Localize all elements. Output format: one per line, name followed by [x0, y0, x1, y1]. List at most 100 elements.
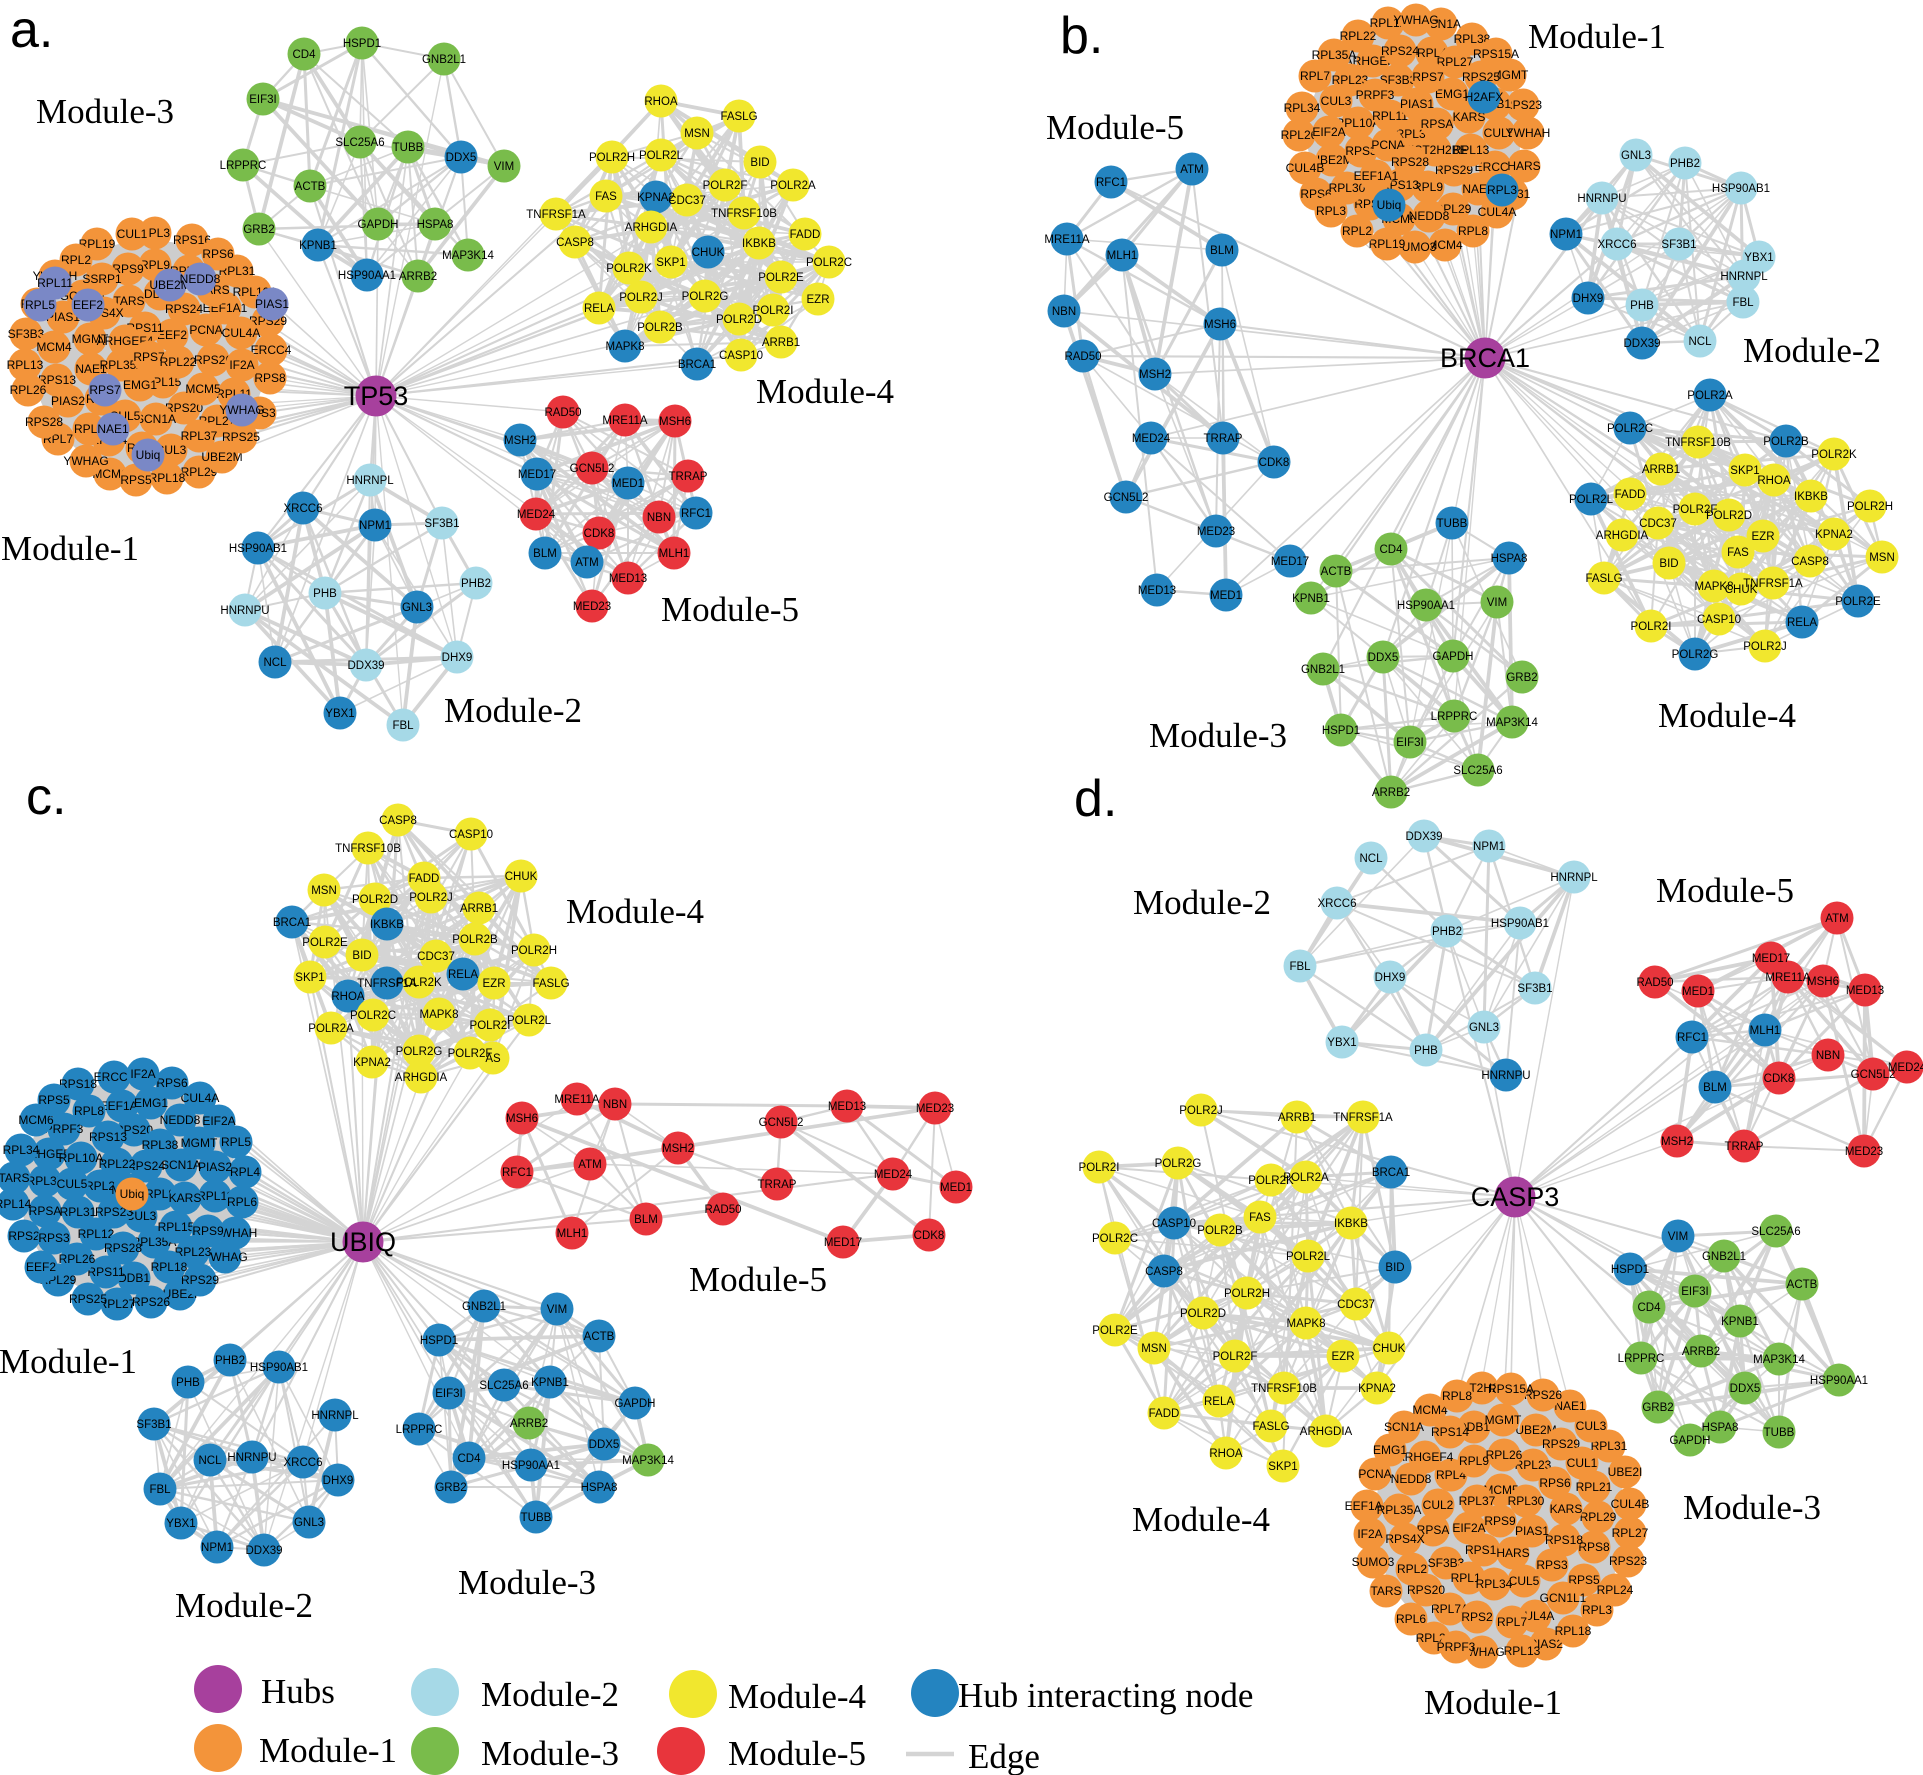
svg-text:TARS: TARS	[113, 294, 144, 308]
svg-text:PHB2: PHB2	[461, 578, 491, 590]
svg-text:RPS9: RPS9	[1484, 1514, 1516, 1528]
svg-text:Module-5: Module-5	[1046, 108, 1184, 147]
svg-text:FAS: FAS	[1249, 1212, 1271, 1224]
svg-text:SLC25A6: SLC25A6	[335, 137, 384, 149]
svg-text:MED17: MED17	[518, 469, 556, 481]
svg-text:CASP10: CASP10	[719, 350, 763, 362]
svg-text:PHB2: PHB2	[1432, 926, 1462, 938]
svg-text:SSRP1: SSRP1	[82, 272, 122, 286]
svg-text:CUL4A: CUL4A	[1478, 205, 1517, 219]
svg-text:RPS14: RPS14	[1431, 1425, 1469, 1439]
svg-text:POLR2L: POLR2L	[639, 150, 684, 162]
svg-text:RPL12: RPL12	[1370, 16, 1407, 30]
svg-text:RPL9: RPL9	[1459, 1454, 1489, 1468]
svg-text:SCN1A: SCN1A	[136, 412, 176, 426]
svg-text:HNRNPL: HNRNPL	[1550, 872, 1598, 884]
svg-text:DDX39: DDX39	[1405, 831, 1442, 843]
svg-text:BID: BID	[352, 950, 371, 962]
svg-text:EIF3I: EIF3I	[249, 94, 276, 106]
svg-text:HSPA8: HSPA8	[1491, 553, 1528, 565]
svg-text:MGMT: MGMT	[1492, 68, 1529, 82]
svg-text:GAPDH: GAPDH	[1670, 1435, 1711, 1447]
svg-text:GCN5L2: GCN5L2	[759, 1117, 804, 1129]
svg-text:GNB2L1: GNB2L1	[462, 1301, 506, 1313]
svg-text:RPL26: RPL26	[1486, 1448, 1523, 1462]
svg-text:PRPF3: PRPF3	[1356, 88, 1395, 102]
svg-text:UBIQ: UBIQ	[330, 1227, 396, 1257]
svg-text:DDX5: DDX5	[589, 1439, 620, 1451]
svg-text:GRB2: GRB2	[1506, 672, 1537, 684]
svg-text:DDX39: DDX39	[347, 660, 384, 672]
svg-text:PHB: PHB	[1414, 1045, 1438, 1057]
svg-text:POLR2C: POLR2C	[1092, 1233, 1138, 1245]
svg-text:POLR2A: POLR2A	[1687, 390, 1733, 402]
svg-text:POLR2L: POLR2L	[1569, 494, 1614, 506]
svg-text:RELA: RELA	[1204, 1396, 1234, 1408]
svg-text:RPL2: RPL2	[1342, 224, 1372, 238]
svg-text:d.: d.	[1074, 770, 1117, 828]
svg-text:NCL: NCL	[1688, 336, 1712, 348]
svg-text:EZR: EZR	[483, 978, 506, 990]
svg-text:RPS29: RPS29	[1435, 163, 1473, 177]
svg-text:MCM5: MCM5	[185, 382, 221, 396]
svg-text:CUL5: CUL5	[1484, 126, 1515, 140]
svg-text:ERCC4: ERCC4	[1475, 160, 1516, 174]
svg-text:MED13: MED13	[828, 1101, 866, 1113]
svg-text:HNRNPU: HNRNPU	[1577, 193, 1626, 205]
svg-text:RPL9: RPL9	[145, 1187, 175, 1201]
svg-text:RPS26: RPS26	[194, 353, 232, 367]
svg-text:SKP1: SKP1	[1268, 1461, 1297, 1473]
svg-text:RPL4: RPL4	[1436, 1468, 1466, 1482]
svg-text:RPL21: RPL21	[1576, 1480, 1613, 1494]
svg-text:FASLG: FASLG	[1252, 1421, 1289, 1433]
svg-text:RPL15: RPL15	[158, 1220, 195, 1234]
svg-text:RFC1: RFC1	[1096, 177, 1126, 189]
svg-text:IKBKB: IKBKB	[1334, 1218, 1368, 1230]
svg-text:NBN: NBN	[1816, 1050, 1840, 1062]
svg-text:FAS: FAS	[1727, 547, 1749, 559]
svg-text:CD4: CD4	[1637, 1302, 1661, 1314]
svg-text:MGMT: MGMT	[72, 332, 109, 346]
svg-text:FBL: FBL	[1732, 297, 1754, 309]
svg-text:HNRNPL: HNRNPL	[311, 1410, 359, 1422]
svg-text:Module-4: Module-4	[1658, 696, 1796, 735]
svg-text:RPL2: RPL2	[85, 1179, 115, 1193]
svg-text:RPL9: RPL9	[1413, 180, 1443, 194]
svg-text:SF3B1: SF3B1	[424, 518, 459, 530]
svg-text:RPS9: RPS9	[192, 1224, 224, 1238]
svg-text:Module-2: Module-2	[1133, 883, 1271, 922]
svg-text:SLC25A6: SLC25A6	[1453, 765, 1502, 777]
svg-text:TRRAP: TRRAP	[1725, 1141, 1764, 1153]
svg-text:RPS3: RPS3	[38, 1231, 70, 1245]
svg-text:CASP8: CASP8	[1145, 1266, 1183, 1278]
svg-text:VIM: VIM	[547, 1304, 567, 1316]
svg-text:Module-3: Module-3	[1149, 716, 1287, 755]
svg-text:GNL3: GNL3	[294, 1517, 324, 1529]
svg-text:NCL: NCL	[263, 657, 287, 669]
svg-text:PCNA: PCNA	[1358, 1467, 1391, 1481]
svg-text:CUL3: CUL3	[1576, 1419, 1607, 1433]
svg-text:BRCA1: BRCA1	[1440, 343, 1530, 373]
svg-text:RPS15A: RPS15A	[1473, 47, 1519, 61]
svg-text:RPS28: RPS28	[1391, 155, 1429, 169]
svg-text:DDX5: DDX5	[1730, 1383, 1761, 1395]
svg-text:POLR2F: POLR2F	[703, 180, 748, 192]
svg-text:RPL24: RPL24	[1597, 1583, 1634, 1597]
svg-text:CDC37: CDC37	[668, 195, 706, 207]
svg-text:BRCA1: BRCA1	[678, 359, 716, 371]
svg-text:POLR2G: POLR2G	[396, 1046, 443, 1058]
svg-text:Hub interacting node: Hub interacting node	[958, 1676, 1253, 1715]
svg-text:POLR2B: POLR2B	[1197, 1225, 1243, 1237]
svg-text:POLR2H: POLR2H	[511, 945, 557, 957]
svg-text:CDK8: CDK8	[1259, 457, 1290, 469]
svg-text:RFC1: RFC1	[1677, 1032, 1707, 1044]
svg-text:POLR2A: POLR2A	[308, 1023, 354, 1035]
svg-text:SF3B3: SF3B3	[8, 327, 45, 341]
svg-text:PCNA: PCNA	[1371, 138, 1404, 152]
svg-text:Module-3: Module-3	[458, 1563, 596, 1602]
svg-text:DHX9: DHX9	[1573, 293, 1604, 305]
svg-text:a.: a.	[10, 1, 53, 59]
svg-text:Module-1: Module-1	[1528, 17, 1666, 56]
svg-text:ARHGEF4: ARHGEF4	[1397, 1450, 1454, 1464]
svg-text:MGMT: MGMT	[181, 1136, 218, 1150]
